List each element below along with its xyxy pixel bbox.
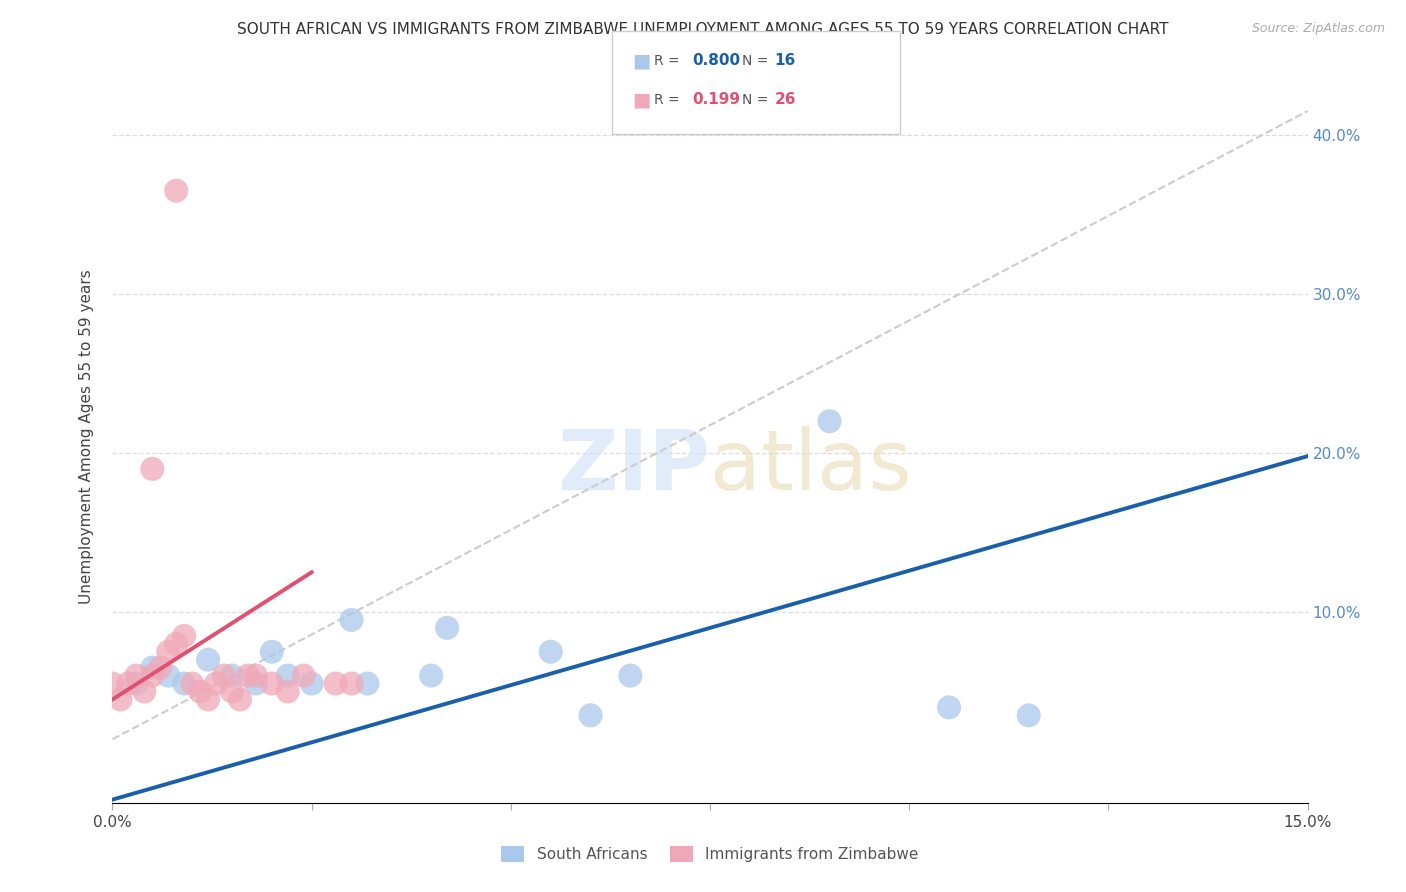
Point [260,645,283,659]
Point [134,684,156,698]
Point [340,613,363,627]
Point [173,676,195,690]
Point [420,668,443,682]
Point [229,692,252,706]
Point [818,414,841,428]
Point [188,684,211,698]
Point [938,700,960,714]
Text: 16: 16 [775,54,796,68]
Point [540,645,562,659]
Text: Source: ZipAtlas.com: Source: ZipAtlas.com [1251,22,1385,36]
Point [260,676,283,690]
Point [157,668,180,682]
Point [101,676,124,690]
Text: 0.800: 0.800 [692,54,740,68]
Point [579,708,602,723]
Point [301,676,323,690]
Text: 26: 26 [775,93,796,107]
Text: ■: ■ [633,51,651,70]
Point [141,668,163,682]
Point [117,676,139,690]
Y-axis label: Unemployment Among Ages 55 to 59 years: Unemployment Among Ages 55 to 59 years [79,269,94,605]
Point [292,668,315,682]
Point [165,637,187,651]
Point [197,653,219,667]
Point [245,668,267,682]
Text: R =: R = [654,54,683,68]
Point [277,684,299,698]
Point [325,676,347,690]
Text: R =: R = [654,93,683,107]
Point [436,621,458,635]
Text: N =: N = [742,54,773,68]
Point [157,645,180,659]
Legend: South Africans, Immigrants from Zimbabwe: South Africans, Immigrants from Zimbabwe [495,840,925,868]
Point [197,692,219,706]
Point [125,668,148,682]
Point [149,660,172,674]
Text: atlas: atlas [710,425,911,507]
Point [277,668,299,682]
Point [165,184,187,198]
Point [221,684,243,698]
Point [356,676,378,690]
Text: 0.199: 0.199 [692,93,740,107]
Text: ZIP: ZIP [558,425,710,507]
Point [181,676,204,690]
Point [205,676,228,690]
Point [125,676,148,690]
Text: N =: N = [742,93,773,107]
Point [1018,708,1040,723]
Point [236,668,259,682]
Point [221,668,243,682]
Text: ■: ■ [633,90,651,110]
Point [340,676,363,690]
Point [141,462,163,476]
Point [212,668,235,682]
Point [245,676,267,690]
Point [619,668,641,682]
Point [173,629,195,643]
Text: SOUTH AFRICAN VS IMMIGRANTS FROM ZIMBABWE UNEMPLOYMENT AMONG AGES 55 TO 59 YEARS: SOUTH AFRICAN VS IMMIGRANTS FROM ZIMBABW… [238,22,1168,37]
Point [110,692,132,706]
Point [141,660,163,674]
